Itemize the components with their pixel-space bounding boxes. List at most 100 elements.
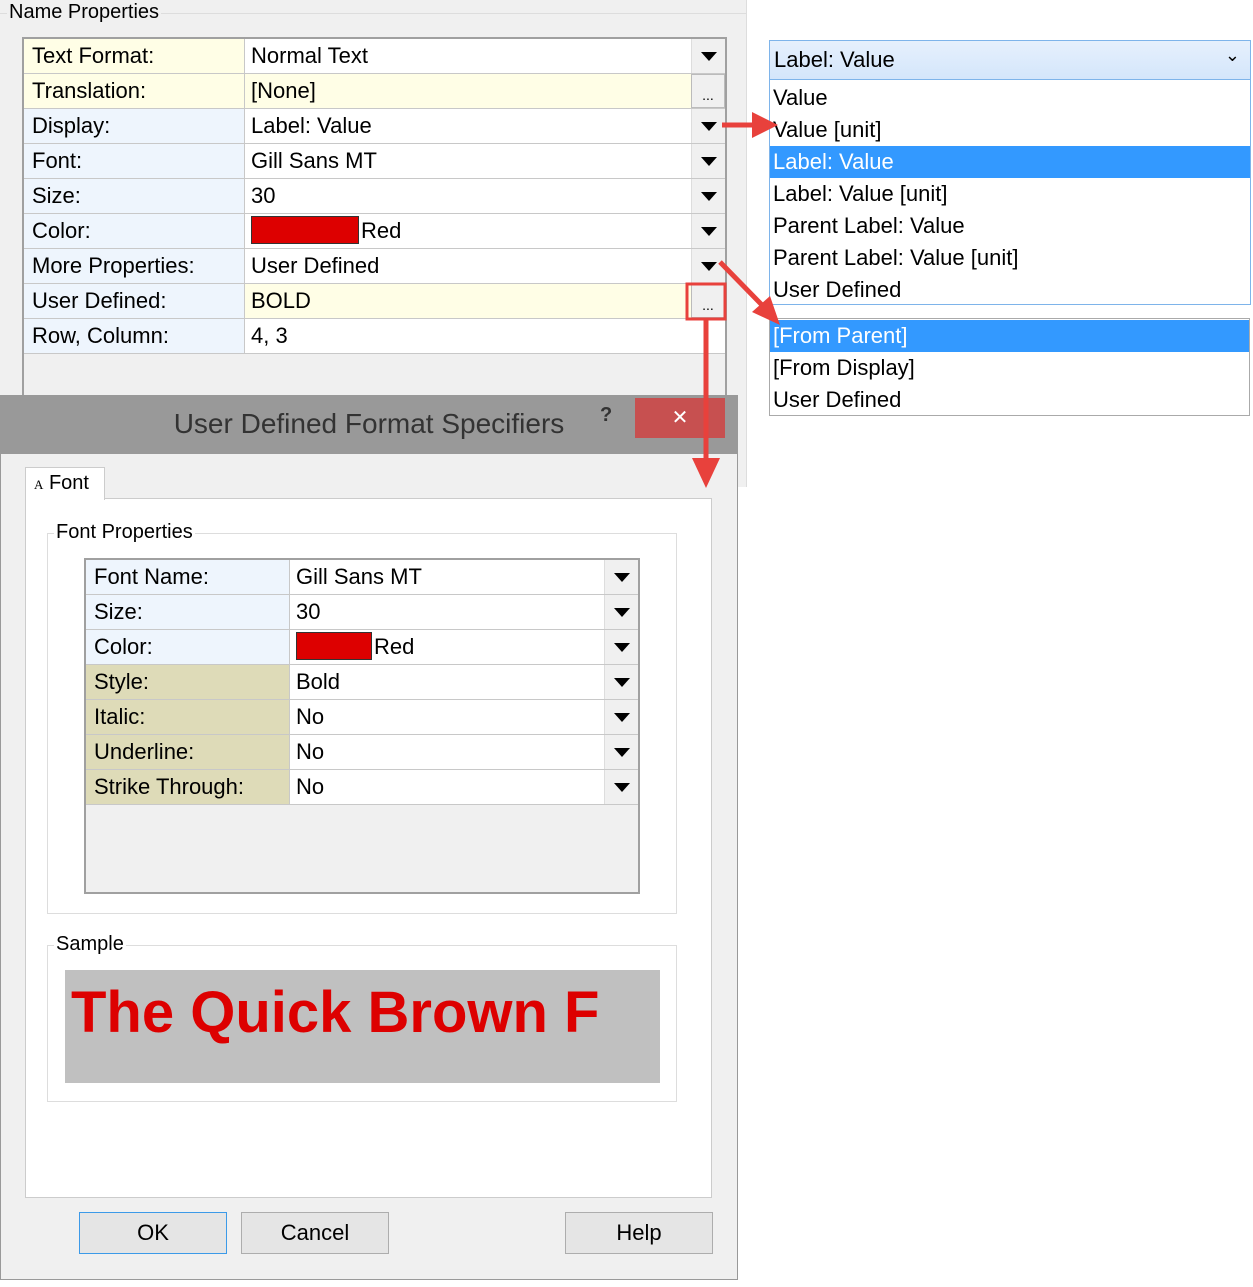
list-option[interactable]: Value [unit] [773,117,882,142]
dropdown-button[interactable] [604,630,638,664]
property-row: Translation: [None]... [24,74,725,109]
property-value[interactable]: Normal Text [245,39,725,73]
dropdown-button[interactable] [691,179,725,213]
font-property-row: Size: 30 [86,595,638,630]
font-properties-group [47,533,677,914]
value-text: Normal Text [251,43,368,68]
property-value[interactable]: Red [290,630,638,664]
list-option[interactable]: [From Display] [773,355,915,380]
list-option[interactable]: Parent Label: Value [773,213,965,238]
dropdown-button[interactable] [604,595,638,629]
triangle-down-icon [613,607,630,617]
list-option[interactable]: Parent Label: Value [unit] [773,245,1019,270]
value-text: Bold [296,669,341,694]
dropdown-button[interactable] [691,214,725,248]
property-row: Font: Gill Sans MT [24,144,725,179]
tab-label: Font [48,472,89,494]
name-properties-panel: Name Properties Text Format: Normal Text T… [0,0,747,487]
property-label: Style: [86,665,290,699]
list-option[interactable]: User Defined [773,387,902,412]
dropdown-button[interactable] [604,770,638,804]
list-option[interactable]: Label: Value [770,146,1250,178]
property-value[interactable]: BOLD... [245,284,725,318]
list-option[interactable]: [From Parent] [770,320,1249,352]
color-swatch [251,216,359,245]
tab-panel: Font Properties Font Name: Gill Sans MT Si… [25,498,712,1198]
property-value[interactable]: No [290,735,638,769]
property-value[interactable]: No [290,770,638,804]
property-label: Font Name: [86,560,290,594]
property-row: Size: 30 [24,179,725,214]
triangle-down-icon [613,747,630,757]
dropdown-button[interactable] [604,700,638,734]
triangle-down-icon [613,782,630,792]
property-row: Text Format: Normal Text [24,39,725,74]
help-button[interactable]: Help [565,1212,713,1254]
property-value[interactable]: [None]... [245,74,725,108]
triangle-down-icon [613,572,630,582]
property-value[interactable]: 4, 3 [245,319,725,353]
property-value[interactable]: 30 [245,179,725,213]
ok-button[interactable]: OK [79,1212,227,1254]
color-swatch [296,632,372,661]
property-label: Strike Through: [86,770,290,804]
value-text: [None] [251,78,316,103]
chevron-down-icon: ⌄ [1224,45,1240,65]
property-value[interactable]: Bold [290,665,638,699]
property-label: Translation: [24,74,245,108]
property-row: Display: Label: Value [24,109,725,144]
cancel-button[interactable]: Cancel [241,1212,389,1254]
font-property-row: Italic: No [86,700,638,735]
display-combobox-value: Label: Value [774,47,895,72]
property-row: Row, Column: 4, 3 [24,319,725,354]
dropdown-button[interactable] [604,735,638,769]
display-combobox[interactable]: Label: Value ⌄ [769,40,1251,80]
more-properties-options-list[interactable]: [From Parent] [From Display] User Defined [769,318,1250,416]
dialog-title: User Defined Format Specifiers [173,408,565,439]
property-label: Color: [86,630,290,664]
dropdown-button[interactable] [691,109,725,143]
triangle-down-icon [613,642,630,652]
dropdown-button[interactable] [691,144,725,178]
property-label: Underline: [86,735,290,769]
arrowhead-icon [692,458,720,488]
value-text: Red [361,218,402,243]
value-text: Label: Value [251,113,372,138]
value-text: No [296,774,325,799]
property-value[interactable]: No [290,700,638,734]
triangle-down-icon [700,191,717,201]
dropdown-button[interactable] [604,665,638,699]
dropdown-button[interactable] [604,560,638,594]
property-grid: Text Format: Normal Text Translation: [None… [22,37,727,397]
ellipsis-button[interactable]: ... [691,74,725,108]
property-label: Size: [86,595,290,629]
property-row: Color: Red [24,214,725,249]
value-text: Gill Sans MT [296,564,422,589]
sample-text: The Quick Brown F [71,980,600,1045]
property-label: Color: [24,214,245,248]
value-text: 30 [296,599,321,624]
property-value[interactable]: Gill Sans MT [245,144,725,178]
group-divider [0,13,746,14]
dropdown-button[interactable] [691,39,725,73]
value-text: No [296,704,325,729]
property-value[interactable]: Gill Sans MT [290,560,638,594]
list-option[interactable]: User Defined [773,277,902,302]
triangle-down-icon [700,261,717,271]
property-label: Font: [24,144,245,178]
value-text: User Defined [251,253,380,278]
property-value[interactable]: Red [245,214,725,248]
font-property-row: Style: Bold [86,665,638,700]
list-option[interactable]: Label: Value [unit] [773,181,948,206]
help-icon[interactable]: ? [600,404,613,426]
list-option[interactable]: Value [773,85,828,110]
property-value[interactable]: Label: Value [245,109,725,143]
dropdown-button[interactable] [691,249,725,283]
close-button[interactable]: ✕ [635,398,725,438]
tab-font[interactable]: A Font [25,467,105,500]
font-property-row: Color: Red [86,630,638,665]
property-value[interactable]: 30 [290,595,638,629]
display-options-list[interactable]: Value Value [unit] Label: Value Label: Valu… [769,80,1251,305]
property-value[interactable]: User Defined [245,249,725,283]
triangle-down-icon [700,156,717,166]
